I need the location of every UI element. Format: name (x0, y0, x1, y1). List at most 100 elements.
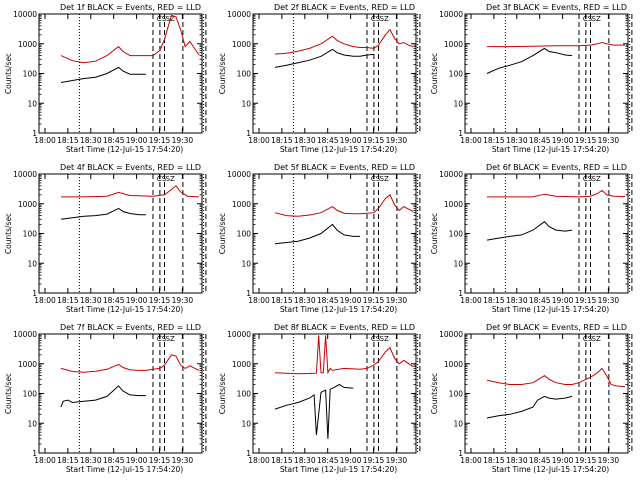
series-events-line (274, 48, 374, 68)
x-tick-label: 19:30 (172, 136, 194, 145)
x-tick-label: 18:45 (103, 456, 125, 465)
x-tick-label: 18:00 (248, 456, 270, 465)
y-tick-label: 1 (246, 289, 251, 298)
series-lld-line (274, 28, 414, 55)
series-events-line (486, 221, 573, 241)
y-axis-label: Counts/sec (4, 213, 13, 254)
x-tick-label: 18:15 (57, 136, 79, 145)
x-tick-label: 19:00 (126, 456, 148, 465)
x-tick-label: 18:45 (103, 296, 125, 305)
y-tick-label: 1000 (232, 360, 251, 369)
panel-3: Det 3f BLACK = Events, RED = LLD 1 10 100 10… (430, 3, 633, 154)
series-events-line (274, 223, 361, 245)
x-tick-label: 18:15 (57, 296, 79, 305)
x-tick-label: 18:00 (460, 296, 482, 305)
y-axis-label: Counts/sec (218, 53, 227, 94)
y-tick-label: 100 (449, 70, 464, 79)
x-tick-label: 19:30 (386, 296, 408, 305)
x-tick-label: 18:45 (317, 456, 339, 465)
panel-8: Det 8f BLACK = Events, RED = LLD 1 10 100 10… (218, 323, 421, 474)
x-tick-label: 19:00 (126, 136, 148, 145)
y-tick-label: 10 (27, 419, 37, 428)
flag-label: CS (583, 15, 593, 23)
plot-frame (38, 333, 203, 454)
y-axis-label: Counts/sec (4, 53, 13, 94)
y-tick-label: 10000 (13, 10, 37, 19)
panel-title: Det 6f BLACK = Events, RED = LLD (486, 163, 627, 172)
panel-title: Det 2f BLACK = Events, RED = LLD (274, 3, 415, 12)
y-tick-label: 1 (246, 449, 251, 458)
x-tick-label: 18:30 (294, 136, 316, 145)
flag-label: CS (157, 175, 167, 183)
x-axis-label: Start Time (12-Jul-15 17:54:20) (66, 305, 183, 314)
panel-4: Det 4f BLACK = Events, RED = LLD 1 10 100 10… (4, 163, 207, 314)
x-axis-label: Start Time (12-Jul-15 17:54:20) (66, 145, 183, 154)
y-tick-label: 100 (23, 230, 38, 239)
flag-label: SZ (592, 175, 601, 183)
x-tick-label: 18:15 (271, 136, 293, 145)
panel-title: Det 5f BLACK = Events, RED = LLD (274, 163, 415, 172)
y-tick-label: 100 (449, 390, 464, 399)
flag-label: SZ (592, 15, 601, 23)
panel-9: Det 9f BLACK = Events, RED = LLD 1 10 100 10… (430, 323, 633, 474)
x-tick-label: 18:15 (57, 456, 79, 465)
panel-5: Det 5f BLACK = Events, RED = LLD 1 10 100 10… (218, 163, 421, 314)
y-tick-label: 10 (453, 419, 463, 428)
series-lld-line (60, 14, 200, 64)
plot-frame (38, 173, 203, 294)
series-events-line (274, 383, 354, 439)
x-tick-label: 19:30 (598, 296, 620, 305)
y-tick-label: 1000 (444, 360, 463, 369)
x-tick-label: 19:15 (149, 456, 171, 465)
y-tick-label: 100 (237, 70, 252, 79)
y-tick-label: 1 (246, 129, 251, 138)
x-tick-label: 18:30 (80, 456, 102, 465)
y-tick-label: 100 (449, 230, 464, 239)
panel-1: Det 1f BLACK = Events, RED = LLD 1 10 100 10… (4, 3, 207, 154)
x-tick-label: 19:15 (575, 456, 597, 465)
series-lld-line (487, 189, 626, 198)
x-tick-label: 19:30 (598, 136, 620, 145)
y-axis-label: Counts/sec (218, 213, 227, 254)
flag-label: SZ (380, 335, 389, 343)
flag-label: SZ (592, 335, 601, 343)
x-axis-label: Start Time (12-Jul-15 17:54:20) (280, 145, 397, 154)
x-tick-label: 19:30 (172, 456, 194, 465)
y-tick-label: 10 (241, 99, 251, 108)
y-tick-label: 1000 (18, 360, 37, 369)
x-tick-label: 19:00 (340, 136, 362, 145)
y-axis-label: Counts/sec (430, 213, 439, 254)
x-tick-label: 18:45 (529, 456, 551, 465)
x-tick-label: 19:15 (575, 136, 597, 145)
series-lld-line (274, 194, 414, 217)
x-tick-label: 18:30 (294, 456, 316, 465)
y-tick-label: 10 (27, 99, 37, 108)
panel-title: Det 1f BLACK = Events, RED = LLD (60, 3, 201, 12)
x-tick-label: 18:45 (103, 136, 125, 145)
x-tick-label: 19:30 (386, 456, 408, 465)
y-tick-label: 1 (32, 289, 37, 298)
x-tick-label: 18:30 (506, 456, 528, 465)
y-axis-label: Counts/sec (430, 53, 439, 94)
y-tick-label: 100 (237, 390, 252, 399)
series-events-line (486, 395, 573, 419)
y-axis-label: Counts/sec (218, 373, 227, 414)
x-axis-label: Start Time (12-Jul-15 17:54:20) (280, 305, 397, 314)
x-tick-label: 18:15 (483, 456, 505, 465)
y-tick-label: 1 (458, 129, 463, 138)
plot-frame (252, 173, 417, 294)
series-events-line (486, 47, 573, 74)
y-tick-label: 100 (237, 230, 252, 239)
panel-title: Det 3f BLACK = Events, RED = LLD (486, 3, 627, 12)
x-tick-label: 18:45 (317, 136, 339, 145)
y-tick-label: 1000 (232, 40, 251, 49)
x-tick-label: 18:00 (248, 296, 270, 305)
series-events-line (60, 207, 147, 220)
x-tick-label: 19:15 (149, 296, 171, 305)
y-tick-label: 10000 (227, 330, 251, 339)
y-tick-label: 10 (241, 419, 251, 428)
flag-label: SZ (380, 15, 389, 23)
y-tick-label: 1000 (18, 200, 37, 209)
x-tick-label: 18:45 (529, 296, 551, 305)
x-tick-label: 19:15 (363, 136, 385, 145)
